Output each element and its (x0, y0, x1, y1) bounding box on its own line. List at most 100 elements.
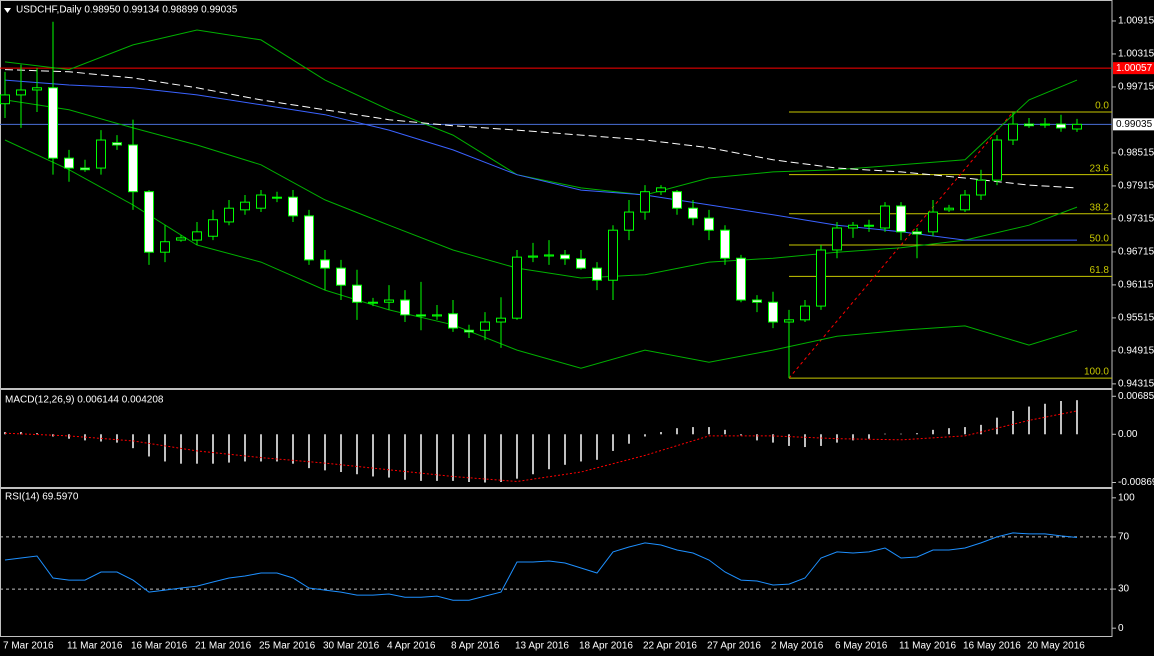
candle-body (240, 201, 250, 211)
x-tick-label: 25 Mar 2016 (259, 641, 316, 652)
menu-arrow[interactable] (4, 8, 11, 13)
x-tick-label: 6 May 2016 (835, 641, 888, 652)
candle-body (1008, 123, 1018, 141)
price-box-label: 0.99035 (1116, 119, 1153, 130)
pane-title: MACD(12,26,9) 0.006144 0.004208 (5, 395, 164, 406)
indicator-line (4, 139, 1078, 369)
candle-body (656, 187, 666, 193)
indicator-line (4, 29, 1078, 196)
candle-body (608, 229, 618, 281)
y-tick-label: 0.97315 (1118, 214, 1154, 225)
candle-body (224, 207, 234, 223)
candle-body (0, 94, 10, 105)
y-tick-label: 70 (1118, 532, 1130, 543)
candle-body (48, 87, 58, 159)
candle-body (528, 255, 538, 258)
candle-body (112, 142, 122, 146)
candle-body (432, 314, 442, 317)
candle-body (16, 89, 26, 96)
x-tick-label: 13 Apr 2016 (515, 641, 569, 652)
pane-frame (0, 389, 1113, 488)
candle-body (688, 207, 698, 219)
candle-body (1072, 123, 1082, 130)
candle-body (416, 314, 426, 317)
x-tick-label: 18 Apr 2016 (579, 641, 633, 652)
fib-label: 100.0 (1084, 367, 1109, 378)
x-tick-label: 16 Mar 2016 (131, 641, 188, 652)
candle-body (384, 299, 394, 303)
pane-frame (0, 0, 1113, 389)
candle-body (192, 231, 202, 241)
candle-body (176, 237, 186, 241)
candle-body (448, 313, 458, 329)
x-tick-label: 8 Apr 2016 (451, 641, 500, 652)
candle-body (848, 224, 858, 229)
candle-body (736, 257, 746, 301)
y-tick-label: 100 (1118, 492, 1135, 503)
candle-body (576, 258, 586, 269)
candle-body (400, 299, 410, 316)
candle-body (208, 219, 218, 237)
pane-frame (0, 488, 1113, 637)
candle-body (480, 321, 490, 331)
x-tick-label: 2 May 2016 (771, 641, 824, 652)
candle-body (368, 301, 378, 304)
candle-body (800, 305, 810, 321)
y-tick-label: 0.99715 (1118, 82, 1154, 93)
candle-body (784, 319, 794, 323)
x-tick-label: 4 Apr 2016 (387, 641, 436, 652)
indicator-line (4, 69, 1078, 189)
candle-body (624, 211, 634, 231)
candle-body (464, 329, 474, 333)
pane-title: RSI(14) 69.5970 (5, 492, 79, 503)
y-tick-label: 30 (1118, 584, 1130, 595)
fib-label: 0.0 (1095, 101, 1109, 112)
candle-body (1056, 123, 1066, 129)
candle-body (304, 215, 314, 261)
pane-title: USDCHF,Daily 0.98950 0.99134 0.98899 0.9… (16, 5, 238, 16)
y-tick-label: 0.95515 (1118, 313, 1154, 324)
candle-body (80, 167, 90, 171)
candle-body (1040, 123, 1050, 126)
candle-body (352, 284, 362, 303)
y-tick-label: 0.94915 (1118, 346, 1154, 357)
candle-body (704, 217, 714, 231)
candle-body (992, 139, 1002, 181)
candle-body (560, 254, 570, 260)
x-tick-label: 16 May 2016 (963, 641, 1021, 652)
x-tick-label: 7 Mar 2016 (3, 641, 54, 652)
x-tick-label: 22 Apr 2016 (643, 641, 697, 652)
candle-body (320, 259, 330, 269)
candle-body (640, 191, 650, 213)
candle-body (976, 179, 986, 196)
y-tick-label: 1.00315 (1118, 49, 1154, 60)
candle-body (1024, 123, 1034, 127)
indicator-line (4, 79, 1077, 241)
price-box (1113, 62, 1154, 75)
candle-body (960, 194, 970, 211)
x-tick-label: 21 Mar 2016 (195, 641, 252, 652)
candle-body (32, 87, 42, 91)
x-tick-label: 20 May 2016 (1027, 641, 1085, 652)
x-tick-label: 11 Mar 2016 (67, 641, 123, 652)
candle-body (928, 211, 938, 233)
y-tick-label: 0.96115 (1118, 280, 1154, 291)
fib-label: 23.6 (1090, 163, 1110, 174)
fib-label: 61.8 (1090, 265, 1110, 276)
candle-body (592, 267, 602, 281)
y-tick-label: 1.00915 (1118, 16, 1154, 27)
y-tick-label: 0.00 (1118, 429, 1138, 440)
fib-label: 38.2 (1090, 202, 1110, 213)
candle-body (288, 196, 298, 217)
x-tick-label: 27 Apr 2016 (707, 641, 761, 652)
y-tick-label: 0.98515 (1118, 148, 1154, 159)
candle-body (128, 144, 138, 193)
candle-body (816, 249, 826, 307)
candle-body (272, 196, 282, 199)
candle-body (880, 205, 890, 229)
y-tick-label: 0.00685 (1118, 391, 1154, 402)
candle-body (144, 191, 154, 253)
candle-body (720, 229, 730, 259)
